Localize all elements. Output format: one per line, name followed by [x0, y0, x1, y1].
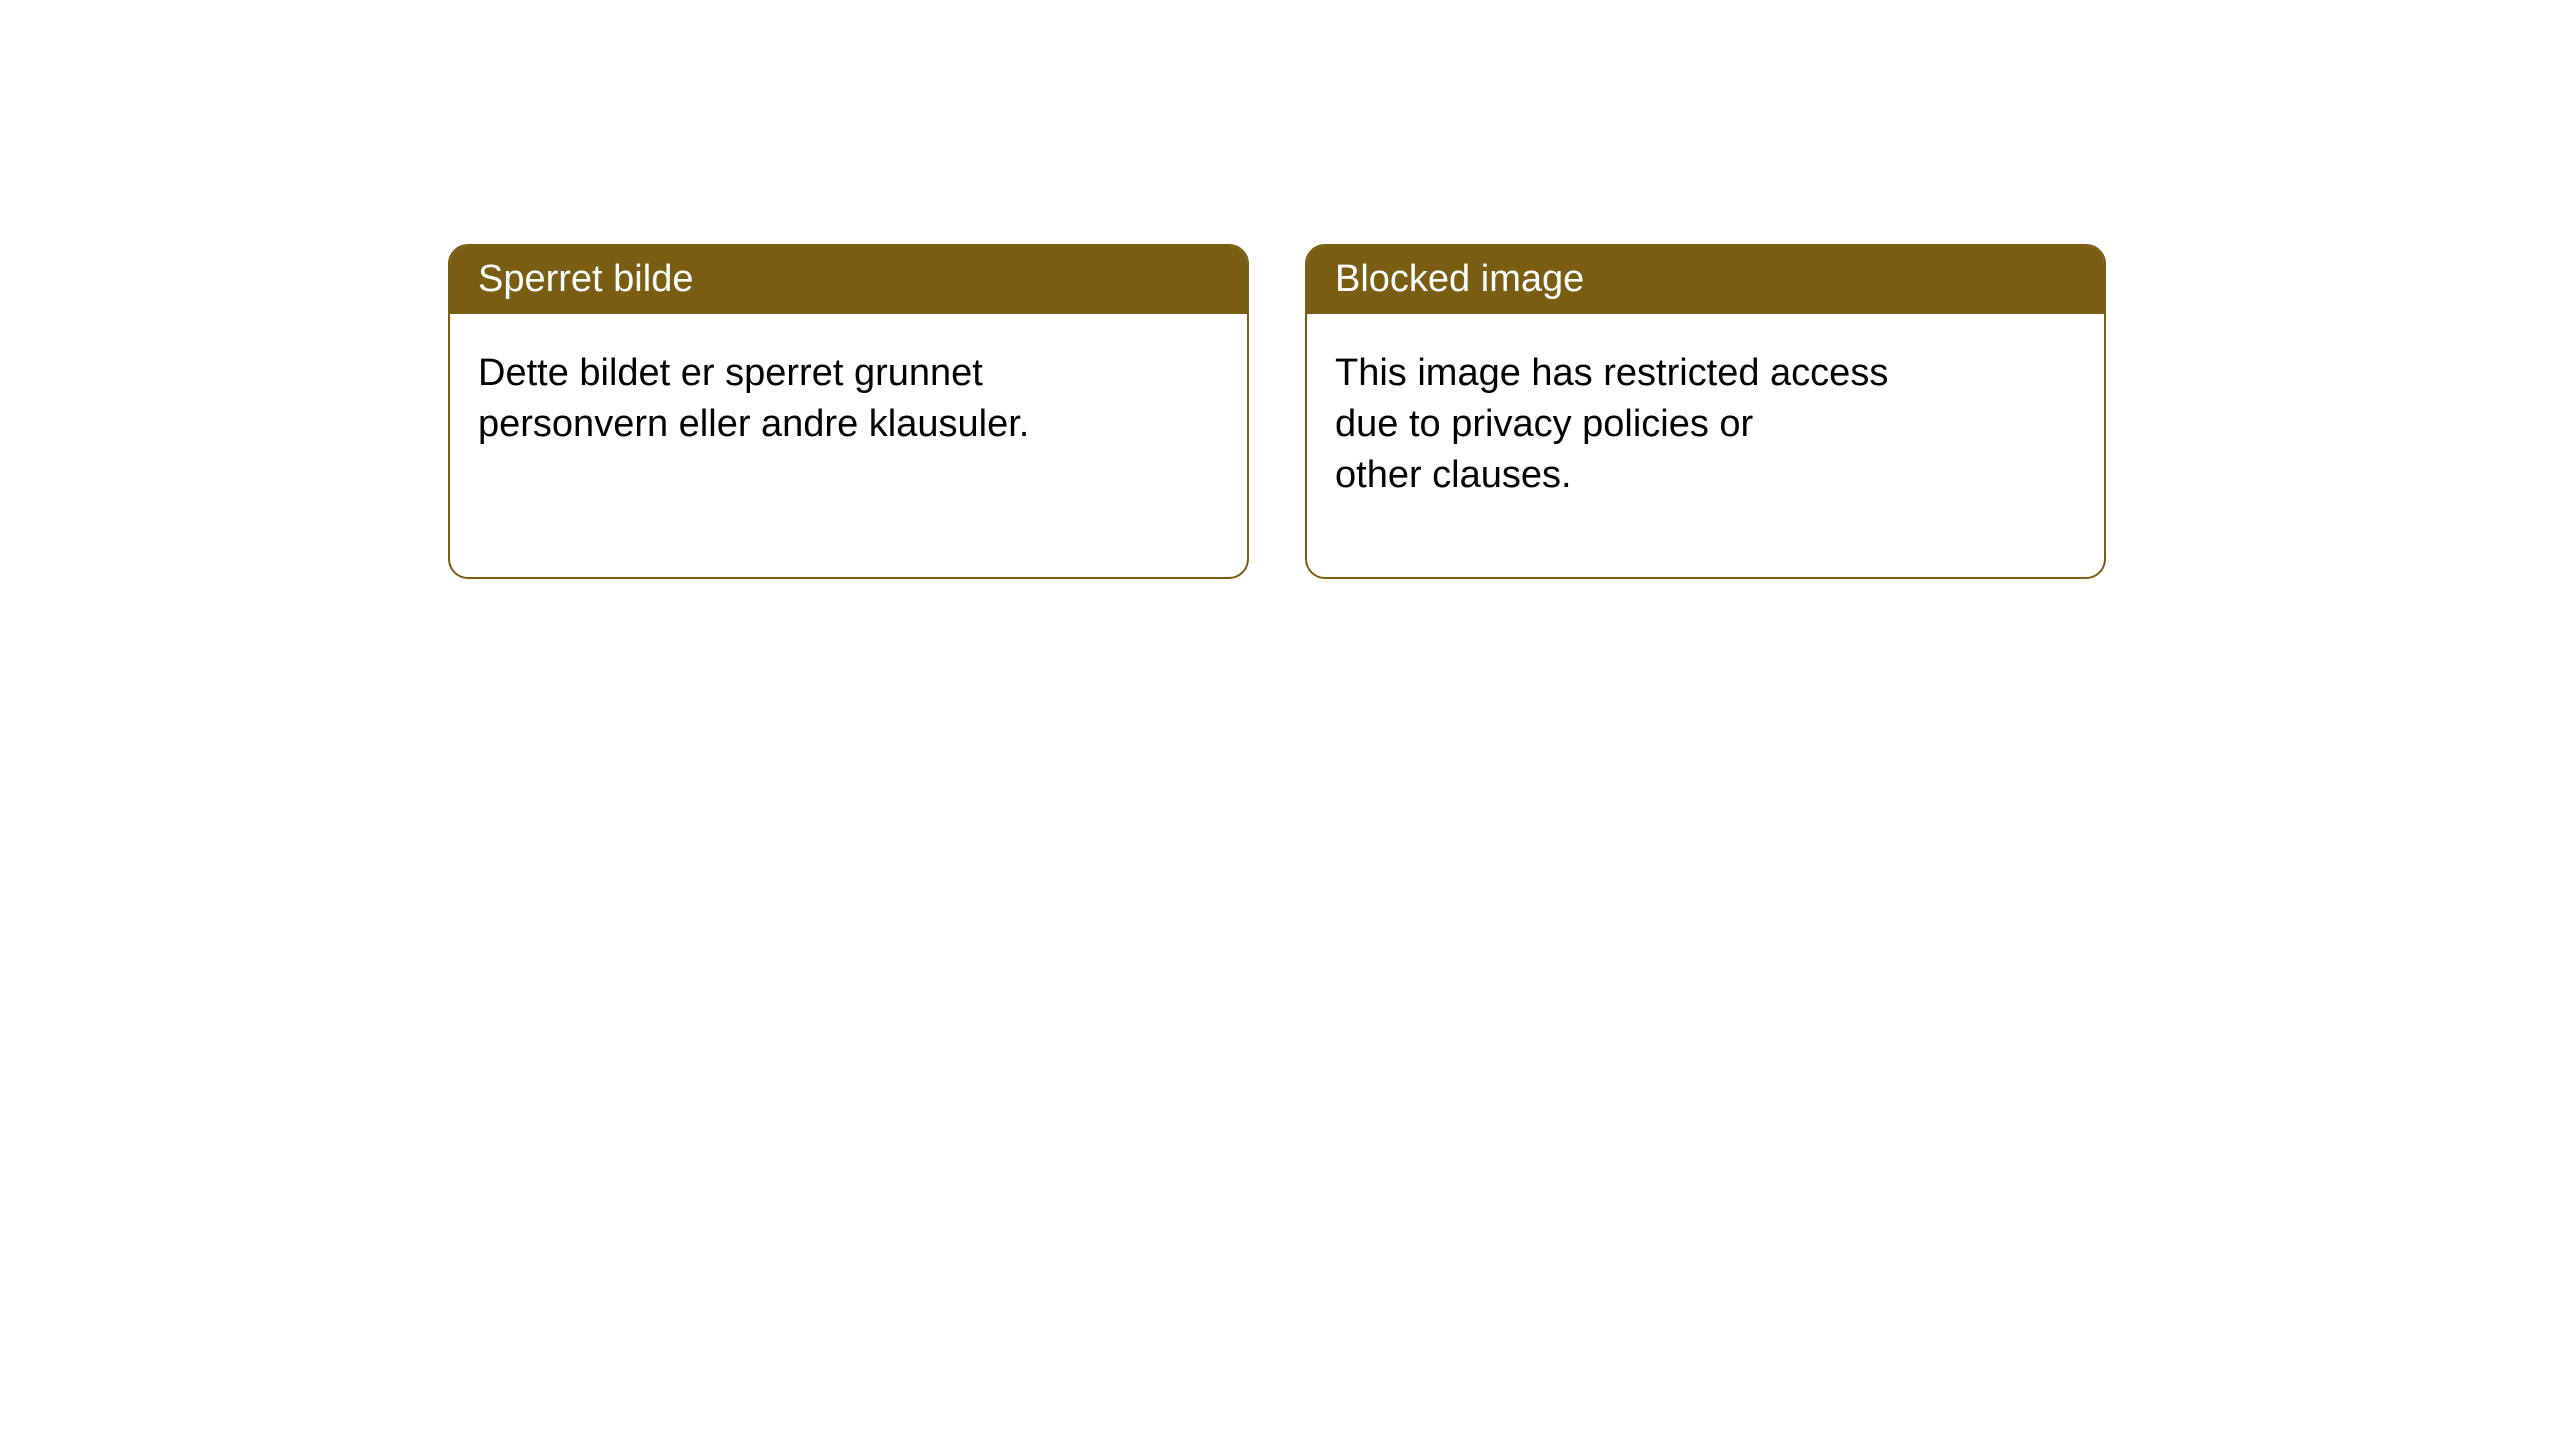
card-body: Dette bildet er sperret grunnet personve… — [450, 314, 1130, 485]
card-header: Blocked image — [1307, 246, 2104, 314]
card-header: Sperret bilde — [450, 246, 1247, 314]
notice-cards-container: Sperret bilde Dette bildet er sperret gr… — [0, 0, 2560, 579]
notice-card-norwegian: Sperret bilde Dette bildet er sperret gr… — [448, 244, 1249, 579]
notice-card-english: Blocked image This image has restricted … — [1305, 244, 2106, 579]
card-body: This image has restricted access due to … — [1307, 314, 1987, 536]
